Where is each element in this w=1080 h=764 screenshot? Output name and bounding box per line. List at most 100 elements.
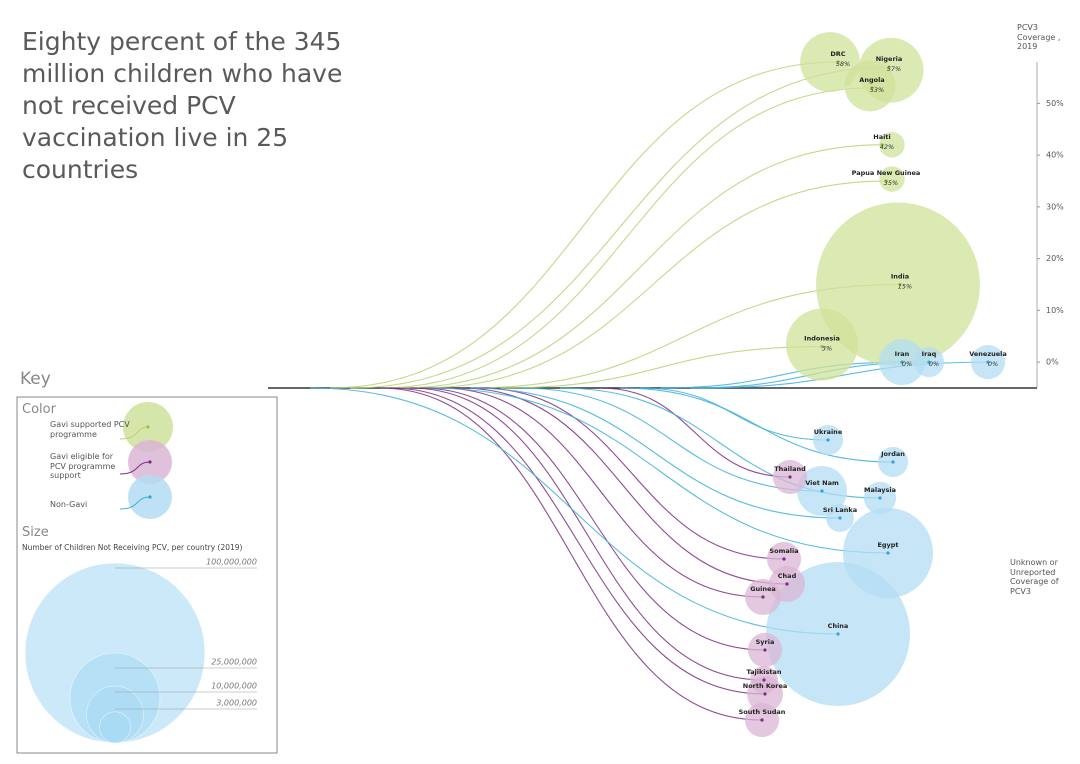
flow-line [429, 387, 889, 554]
chart-title: Eighty percent of the 345 million childr… [22, 27, 343, 184]
dot [760, 718, 764, 722]
value-label: 42% [880, 143, 894, 151]
country-label: Angola [859, 76, 884, 84]
flow-line [379, 387, 763, 721]
country-label: India [891, 273, 909, 281]
dot [884, 179, 888, 183]
size-tick-label: 3,000,000 [216, 699, 257, 708]
color-legend-title: Color [22, 402, 56, 417]
legend-line [119, 426, 149, 440]
country-label: Syria [756, 638, 775, 646]
flow-line [389, 387, 766, 695]
bubble [879, 166, 905, 192]
flow-line [349, 66, 890, 389]
bubble [844, 60, 896, 112]
size-tick-label: 10,000,000 [211, 682, 257, 691]
value-label: 58% [836, 60, 850, 68]
dot [763, 692, 767, 696]
legend-label: Gavi supported PCV programme [50, 420, 130, 439]
flow-line [309, 387, 839, 635]
legend-dot [148, 495, 152, 499]
bubble [816, 202, 980, 367]
country-label: Nigeria [876, 55, 903, 63]
country-label: Thailand [774, 465, 806, 473]
flow-line [329, 61, 839, 389]
flow-line [499, 346, 823, 389]
unknown-label: Unknown or Unreported Coverage of PCV3 [1010, 558, 1059, 596]
legend-line [119, 461, 151, 475]
value-label: 53% [870, 86, 884, 94]
dot [898, 282, 902, 287]
legend-dot [148, 460, 152, 464]
value-label: 35% [884, 179, 898, 187]
flow-line [519, 387, 823, 492]
legend-line [119, 496, 151, 510]
flow-line [619, 387, 894, 463]
value-label: 0% [929, 360, 939, 368]
y-tick-label: 0% [1046, 358, 1059, 367]
dot [880, 143, 884, 147]
bubble [786, 308, 858, 381]
dot [887, 65, 891, 69]
dot [836, 60, 840, 64]
country-label: DRC [830, 50, 845, 58]
legend-label: Gavi eligible for PCV programme support [50, 452, 116, 480]
value-label: 3% [822, 345, 832, 353]
flow-line [659, 361, 903, 389]
country-label: Indonesia [804, 335, 840, 343]
flow-line [439, 387, 764, 598]
y-tick-label: 40% [1046, 151, 1064, 160]
country-label: Ukraine [814, 428, 843, 436]
dot [761, 595, 765, 599]
country-label: South Sudan [739, 708, 786, 716]
dot [763, 648, 767, 652]
dot [838, 516, 842, 520]
flow-line [409, 387, 765, 681]
country-label: North Korea [743, 682, 788, 690]
dot [878, 496, 882, 500]
flow-line [599, 387, 791, 478]
value-label: 57% [887, 65, 901, 73]
country-label: Somalia [769, 547, 798, 555]
dot [927, 360, 931, 364]
size-legend-title: Size [22, 525, 49, 540]
dot [900, 360, 904, 364]
y-axis-label: PCV3 Coverage , 2019 [1017, 23, 1061, 51]
flow-line [379, 87, 873, 389]
dot [891, 460, 895, 464]
y-tick-label: 10% [1046, 306, 1064, 315]
y-tick-label: 50% [1046, 99, 1064, 108]
dot [986, 360, 990, 364]
country-label: Guinea [750, 585, 776, 593]
bubble [879, 132, 905, 158]
country-label: China [828, 622, 849, 630]
dot [826, 438, 830, 442]
flow-line [399, 144, 883, 389]
size-swatch [99, 711, 131, 744]
country-label: Haiti [873, 133, 890, 141]
flow-line [419, 387, 766, 651]
key-box [16, 396, 278, 754]
dot [762, 678, 766, 682]
dot [870, 86, 874, 90]
dot [820, 489, 824, 493]
size-tick-label: 100,000,000 [206, 558, 257, 567]
flow-line [479, 387, 785, 560]
value-label: 0% [988, 360, 998, 368]
flow-line [639, 387, 829, 441]
flow-line [419, 180, 887, 389]
country-label: Chad [778, 572, 797, 580]
legend-label: Non-Gavi [50, 500, 88, 509]
country-label: Tajikistan [747, 668, 782, 676]
dot [820, 345, 824, 349]
country-label: Venezuela [969, 350, 1007, 358]
value-label: 0% [902, 360, 912, 368]
flow-line [469, 387, 841, 519]
country-label: Iraq [922, 350, 937, 358]
y-tick-label: 30% [1046, 202, 1064, 211]
country-label: Sri Lanka [823, 506, 857, 514]
country-label: Jordan [880, 450, 905, 458]
country-label: Iran [895, 350, 910, 358]
